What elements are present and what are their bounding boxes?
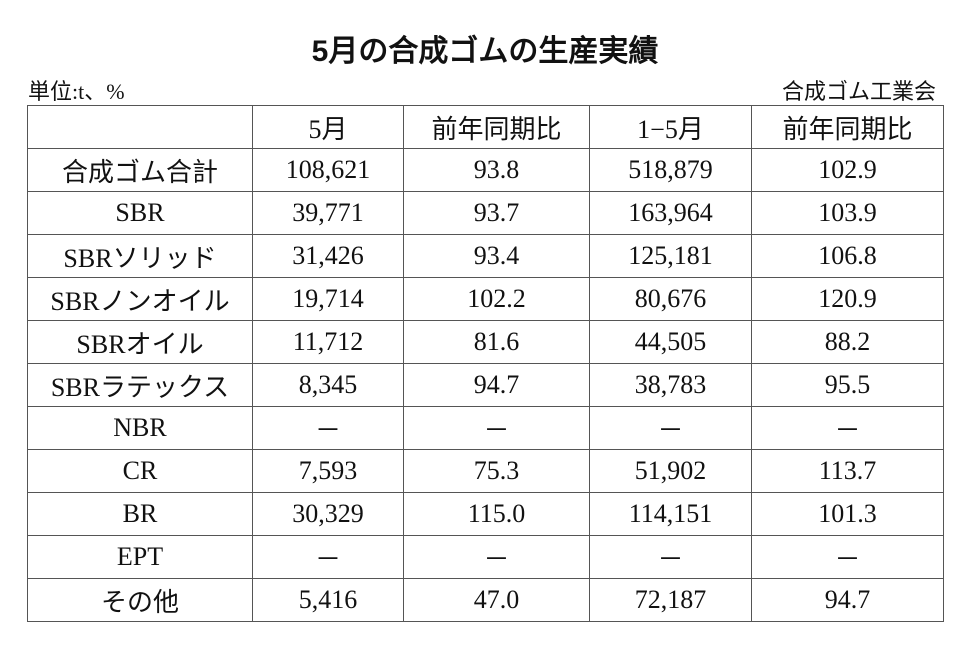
row-label: NBR bbox=[27, 406, 253, 450]
cell: 81.6 bbox=[403, 320, 590, 364]
cell: 5,416 bbox=[252, 578, 404, 622]
corner-cell bbox=[27, 105, 253, 149]
production-table: 5月 前年同期比 1−5月 前年同期比 合成ゴム合計 108,621 93.8 518,87… bbox=[27, 105, 944, 622]
source-note: 合成ゴム工業会 bbox=[781, 79, 936, 104]
cell: － bbox=[589, 535, 752, 579]
cell: 120.9 bbox=[751, 277, 944, 321]
data-row: 合成ゴム合計 108,621 93.8 518,879 102.9 bbox=[27, 148, 944, 192]
row-label: SBRノンオイル bbox=[27, 277, 253, 321]
column-header: 前年同期比 bbox=[403, 105, 590, 149]
cell: 93.8 bbox=[403, 148, 590, 192]
cell: 7,593 bbox=[252, 449, 404, 493]
column-header: 1−5月 bbox=[589, 105, 752, 149]
cell: 80,676 bbox=[589, 277, 752, 321]
cell: 93.7 bbox=[403, 191, 590, 235]
cell: 39,771 bbox=[252, 191, 404, 235]
row-label: BR bbox=[27, 492, 253, 536]
cell: － bbox=[252, 535, 404, 579]
cell: 108,621 bbox=[252, 148, 404, 192]
cell: 72,187 bbox=[589, 578, 752, 622]
data-row: SBRラテックス 8,345 94.7 38,783 95.5 bbox=[27, 363, 944, 407]
row-label: SBRラテックス bbox=[27, 363, 253, 407]
row-label: SBRソリッド bbox=[27, 234, 253, 278]
cell: 47.0 bbox=[403, 578, 590, 622]
cell: 125,181 bbox=[589, 234, 752, 278]
cell: － bbox=[589, 406, 752, 450]
data-row: その他 5,416 47.0 72,187 94.7 bbox=[27, 578, 944, 622]
row-label: SBR bbox=[27, 191, 253, 235]
header-row: 5月 前年同期比 1−5月 前年同期比 bbox=[27, 105, 944, 149]
cell: 19,714 bbox=[252, 277, 404, 321]
row-label: CR bbox=[27, 449, 253, 493]
table-body: 5月 前年同期比 1−5月 前年同期比 合成ゴム合計 108,621 93.8 518,87… bbox=[27, 105, 944, 622]
data-row: SBRオイル 11,712 81.6 44,505 88.2 bbox=[27, 320, 944, 364]
row-label: 合成ゴム合計 bbox=[27, 148, 253, 192]
cell: 93.4 bbox=[403, 234, 590, 278]
cell: 11,712 bbox=[252, 320, 404, 364]
cell: 94.7 bbox=[751, 578, 944, 622]
cell: 75.3 bbox=[403, 449, 590, 493]
row-label: その他 bbox=[27, 578, 253, 622]
unit-note: 単位:t、% bbox=[28, 79, 125, 104]
cell: 8,345 bbox=[252, 363, 404, 407]
cell: 113.7 bbox=[751, 449, 944, 493]
data-row: EPT －－－－ bbox=[27, 535, 944, 579]
title: 5月の合成ゴムの生産実績 bbox=[311, 35, 659, 68]
cell: 103.9 bbox=[751, 191, 944, 235]
data-row: SBRノンオイル 19,714 102.2 80,676 120.9 bbox=[27, 277, 944, 321]
data-row: NBR －－－－ bbox=[27, 406, 944, 450]
row-label: SBRオイル bbox=[27, 320, 253, 364]
cell: 94.7 bbox=[403, 363, 590, 407]
cell: 44,505 bbox=[589, 320, 752, 364]
cell: － bbox=[751, 406, 944, 450]
column-header: 前年同期比 bbox=[751, 105, 944, 149]
cell: 102.9 bbox=[751, 148, 944, 192]
cell: 115.0 bbox=[403, 492, 590, 536]
cell: － bbox=[403, 406, 590, 450]
data-row: CR 7,593 75.3 51,902 113.7 bbox=[27, 449, 944, 493]
cell: 102.2 bbox=[403, 277, 590, 321]
cell: 95.5 bbox=[751, 363, 944, 407]
data-row: BR 30,329 115.0 114,151 101.3 bbox=[27, 492, 944, 536]
cell: 88.2 bbox=[751, 320, 944, 364]
cell: 30,329 bbox=[252, 492, 404, 536]
data-row: SBR 39,771 93.7 163,964 103.9 bbox=[27, 191, 944, 235]
cell: － bbox=[751, 535, 944, 579]
row-label: EPT bbox=[27, 535, 253, 579]
cell: 163,964 bbox=[589, 191, 752, 235]
cell: － bbox=[252, 406, 404, 450]
cell: 38,783 bbox=[589, 363, 752, 407]
data-row: SBRソリッド 31,426 93.4 125,181 106.8 bbox=[27, 234, 944, 278]
cell: 114,151 bbox=[589, 492, 752, 536]
cell: 518,879 bbox=[589, 148, 752, 192]
column-header: 5月 bbox=[252, 105, 404, 149]
cell: － bbox=[403, 535, 590, 579]
cell: 106.8 bbox=[751, 234, 944, 278]
cell: 51,902 bbox=[589, 449, 752, 493]
cell: 101.3 bbox=[751, 492, 944, 536]
cell: 31,426 bbox=[252, 234, 404, 278]
